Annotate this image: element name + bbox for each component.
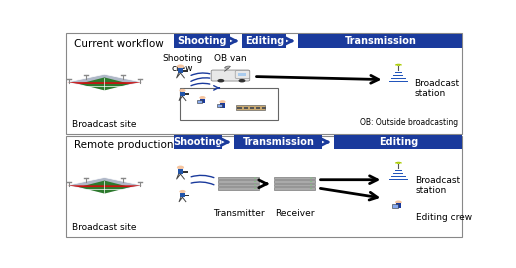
Text: Editing: Editing [245,36,284,46]
Bar [395,72,402,73]
Bar [180,92,185,96]
Bar [218,184,259,186]
Circle shape [217,79,224,83]
Text: Editing crew: Editing crew [415,213,472,222]
Bar [238,73,246,76]
Text: Receiver: Receiver [275,209,314,218]
Bar [262,107,266,109]
Circle shape [180,89,186,92]
Bar [237,107,242,109]
Text: Editing crew: Editing crew [181,89,233,98]
Bar [218,180,259,183]
Bar [391,78,406,79]
Text: Broadcast site: Broadcast site [72,120,137,129]
Bar [395,81,402,82]
Bar [393,75,404,76]
Text: OB: Outside broadcasting: OB: Outside broadcasting [360,118,458,127]
Wedge shape [224,66,231,68]
Circle shape [180,190,186,193]
Bar [334,135,462,149]
Bar [273,187,315,190]
Circle shape [254,177,256,179]
Bar [298,34,462,48]
Text: Transmission: Transmission [243,137,314,147]
Text: Current workflow: Current workflow [74,39,164,49]
Circle shape [254,181,256,182]
Bar [197,100,202,103]
Circle shape [177,65,184,68]
Polygon shape [79,77,130,90]
Bar [180,193,185,197]
Circle shape [310,188,312,189]
Bar [218,187,259,190]
Text: Shooting: Shooting [178,36,227,46]
Bar [174,34,231,48]
Circle shape [310,177,312,179]
Circle shape [238,79,246,83]
Polygon shape [67,82,142,84]
Bar [174,135,222,149]
Bar [392,204,398,208]
Circle shape [254,188,256,189]
Bar [183,70,188,72]
Bar [255,107,260,109]
Text: Broadcast
station: Broadcast station [414,79,460,98]
Text: Shooting
crew: Shooting crew [163,54,203,73]
Bar [181,88,279,120]
Bar [273,177,315,180]
Bar [273,180,315,183]
FancyBboxPatch shape [211,70,250,81]
Bar [185,195,189,196]
Text: Shooting: Shooting [174,137,223,147]
Bar [236,105,265,110]
Text: OB van: OB van [214,54,247,63]
Bar [389,179,408,180]
Text: Broadcast site: Broadcast site [72,223,137,232]
Circle shape [254,184,256,185]
Bar [185,94,189,95]
Bar [243,34,286,48]
Bar [178,68,183,73]
Bar [178,169,183,174]
Bar [396,203,401,209]
Bar [183,171,188,173]
Polygon shape [67,74,142,90]
Circle shape [310,181,312,182]
Text: Transmission: Transmission [345,36,416,46]
Text: Remote production: Remote production [74,140,174,151]
Bar [389,81,408,82]
Circle shape [395,200,402,204]
Circle shape [219,100,225,103]
Bar [200,99,205,103]
Bar [234,135,322,149]
Bar [393,173,404,174]
Text: Transmitter: Transmitter [213,209,264,218]
Circle shape [199,96,205,99]
Polygon shape [79,181,130,193]
Bar [67,33,462,134]
Polygon shape [67,185,142,187]
Bar [220,103,225,107]
FancyBboxPatch shape [235,70,250,79]
Bar [273,184,315,186]
Bar [391,176,406,177]
Bar [244,107,248,109]
Bar [395,170,402,171]
Circle shape [177,166,184,169]
Text: Editing: Editing [379,137,418,147]
Bar [250,107,254,109]
Bar [217,104,222,107]
Bar [218,177,259,180]
Text: Broadcast
station: Broadcast station [415,176,461,195]
Circle shape [310,184,312,185]
Polygon shape [67,177,142,193]
Bar [67,136,462,237]
Text: Encoder: Encoder [233,89,268,98]
